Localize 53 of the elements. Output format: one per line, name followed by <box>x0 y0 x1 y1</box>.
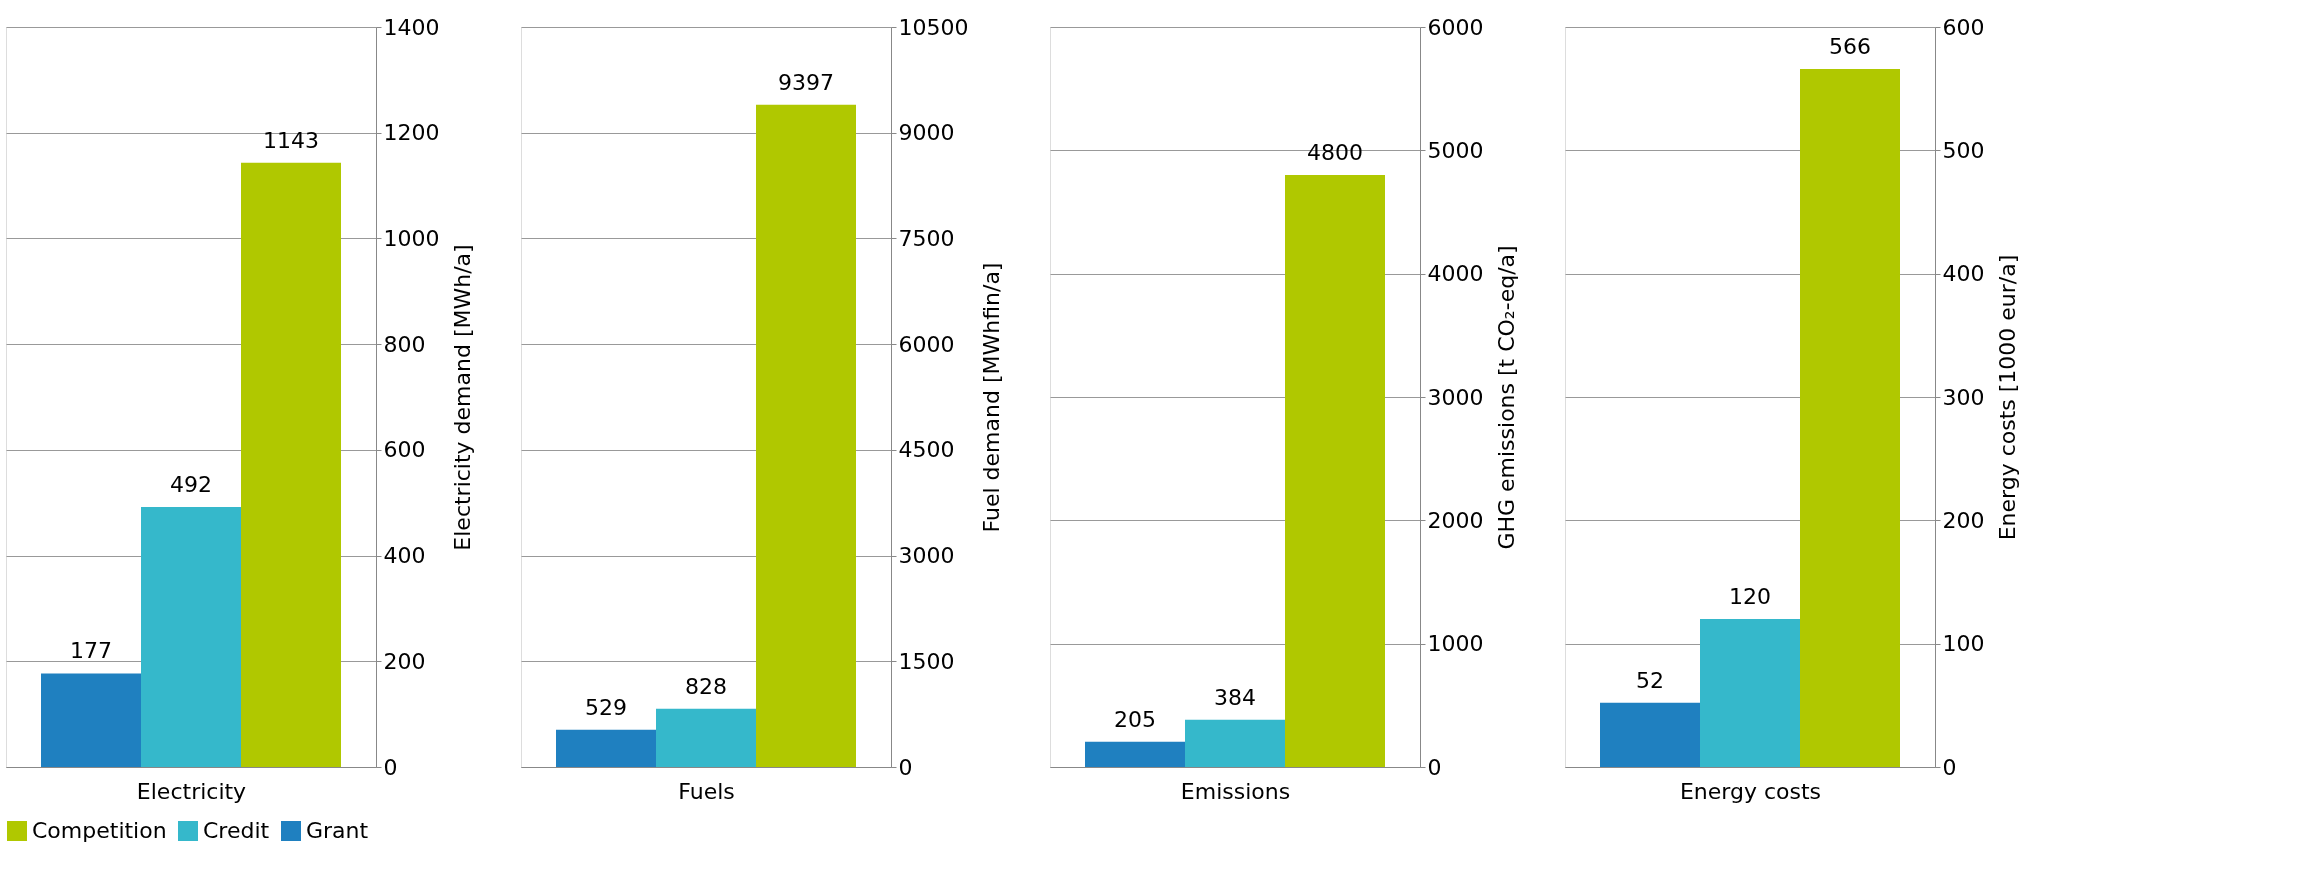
y-axis-title: Fuel demand [MWhfin/a] <box>979 262 1005 533</box>
y-tick-label: 0 <box>1942 754 1957 780</box>
data-label: 384 <box>1214 684 1256 710</box>
y-tick-label: 2000 <box>1427 507 1484 533</box>
data-label: 1143 <box>263 127 319 153</box>
data-label: 205 <box>1114 706 1156 732</box>
y-tick-label: 1500 <box>898 648 955 674</box>
y-tick-label: 10500 <box>898 14 969 40</box>
data-label: 529 <box>585 694 627 720</box>
y-tick-label: 3000 <box>1427 384 1484 410</box>
y-tick-label: 3000 <box>898 543 955 569</box>
y-tick-label: 500 <box>1942 137 1985 163</box>
y-tick-label: 5000 <box>1427 137 1484 163</box>
y-tick-label: 200 <box>1942 507 1985 533</box>
data-label: 828 <box>685 673 727 699</box>
y-axis-title: GHG emissions [t CO₂-eq/a] <box>1494 245 1520 550</box>
data-label: 4800 <box>1307 140 1363 165</box>
data-label: 177 <box>70 638 112 664</box>
x-axis-title: Electricity <box>136 778 247 804</box>
y-tick-label: 600 <box>383 437 426 463</box>
y-tick-label: 400 <box>383 543 426 569</box>
y-tick-label: 4000 <box>1427 261 1484 287</box>
y-tick-label: 100 <box>1942 631 1985 657</box>
y-tick-label: 4500 <box>898 437 955 463</box>
data-label: 566 <box>1829 33 1871 59</box>
x-axis-title: Emissions <box>1180 778 1291 804</box>
y-tick-label: 0 <box>1427 754 1442 780</box>
data-label: 9397 <box>778 69 834 95</box>
y-tick-label: 6000 <box>1427 14 1484 40</box>
y-tick-label: 6000 <box>898 331 955 357</box>
y-tick-label: 0 <box>898 754 913 780</box>
y-tick-label: 1400 <box>383 14 440 40</box>
y-tick-label: 600 <box>1942 14 1985 40</box>
y-axis-title: Electricity demand [MWh/a] <box>450 244 476 551</box>
y-tick-label: 1000 <box>383 225 440 251</box>
y-tick-label: 800 <box>383 331 426 357</box>
y-axis-title: Energy costs [1000 eur/a] <box>1995 254 2021 541</box>
data-label: 52 <box>1636 667 1664 693</box>
y-tick-label: 9000 <box>898 120 955 146</box>
legend-label: Grant <box>306 818 369 843</box>
x-axis-title: Energy costs <box>1679 778 1822 804</box>
y-tick-label: 400 <box>1942 261 1985 287</box>
legend-label: Credit <box>203 818 270 843</box>
data-label: 492 <box>170 471 212 497</box>
legend-label: Competition <box>32 818 167 843</box>
y-tick-label: 1000 <box>1427 631 1484 657</box>
y-tick-label: 1200 <box>383 120 440 146</box>
y-tick-label: 0 <box>383 754 398 780</box>
y-tick-label: 7500 <box>898 225 955 251</box>
data-label: 120 <box>1729 584 1771 609</box>
y-tick-label: 300 <box>1942 384 1985 410</box>
x-axis-title: Fuels <box>678 778 735 804</box>
y-tick-label: 200 <box>383 648 426 674</box>
